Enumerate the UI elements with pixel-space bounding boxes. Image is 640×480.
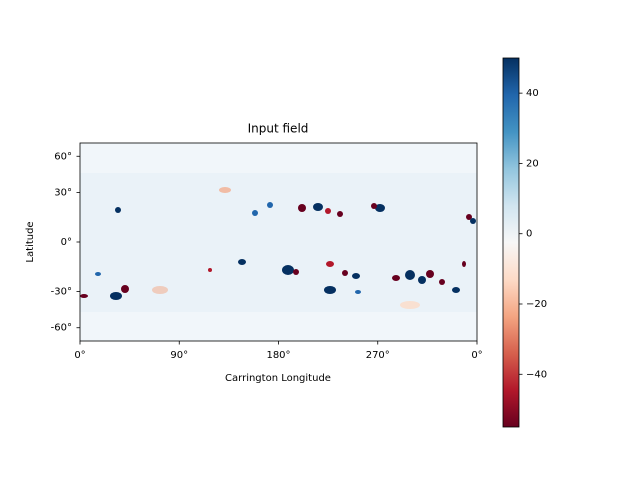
- y-tick-label: -30°: [51, 287, 72, 298]
- colorbar-tick-label: 0: [526, 229, 532, 240]
- y-tick-label: -60°: [51, 323, 72, 334]
- x-tick-label: 90°: [170, 350, 188, 361]
- colorbar-frame: [502, 57, 520, 428]
- x-tick-label: 0°: [471, 350, 482, 361]
- map-background: [80, 143, 477, 173]
- y-axis-label: Latitude: [25, 221, 36, 262]
- y-tick-label: 0°: [61, 237, 72, 248]
- x-axis-label: Carrington Longitude: [225, 373, 331, 384]
- field-map: [80, 143, 477, 341]
- colorbar-tick-label: −40: [526, 369, 547, 380]
- colorbar: [503, 58, 519, 427]
- colorbar-tick-label: −20: [526, 299, 547, 310]
- x-tick-label: 0°: [74, 350, 85, 361]
- colorbar-tick-label: 20: [526, 158, 539, 169]
- map-background: [80, 312, 477, 341]
- x-tick-label: 270°: [366, 350, 390, 361]
- y-tick-label: 30°: [54, 188, 72, 199]
- field-patches: [80, 187, 476, 309]
- x-tick-label: 180°: [266, 350, 290, 361]
- chart-title: Input field: [248, 122, 309, 136]
- y-tick-label: 60°: [54, 151, 72, 162]
- colorbar-tick-label: 40: [526, 88, 539, 99]
